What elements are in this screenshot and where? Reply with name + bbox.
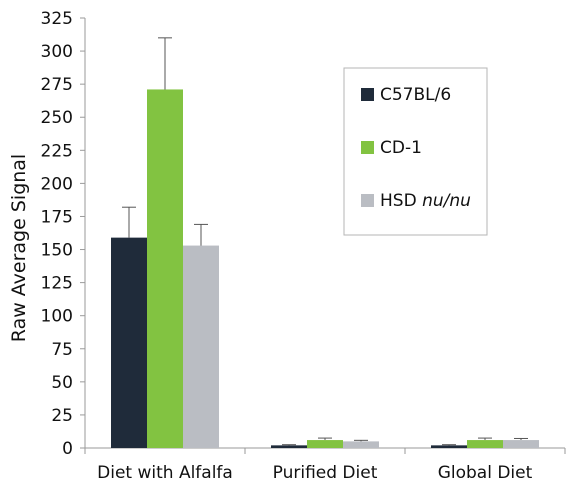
y-tick-label: 100 bbox=[41, 307, 73, 327]
y-tick-label: 150 bbox=[41, 241, 73, 261]
legend-label-text: CD-1 bbox=[380, 138, 422, 158]
legend-label: HSD nu/nu bbox=[380, 191, 471, 211]
legend: C57BL/6 CD-1 HSD nu/nu bbox=[343, 67, 488, 236]
legend-swatch bbox=[361, 194, 374, 207]
y-tick-label: 25 bbox=[51, 406, 73, 426]
y-axis-title: Raw Average Signal bbox=[8, 154, 30, 342]
error-bars bbox=[122, 37, 528, 446]
legend-label-text: C57BL/6 bbox=[380, 85, 451, 105]
legend-label-italic: nu/nu bbox=[422, 191, 471, 211]
bar bbox=[111, 237, 147, 448]
bars bbox=[111, 89, 539, 448]
y-tick-label: 275 bbox=[41, 75, 73, 95]
legend-swatch bbox=[361, 88, 374, 101]
y-tick-label: 125 bbox=[41, 274, 73, 294]
y-tick-label: 250 bbox=[41, 108, 73, 128]
bar bbox=[467, 440, 503, 448]
y-tick-label: 50 bbox=[51, 373, 73, 393]
bar bbox=[147, 89, 183, 448]
y-tick-label: 300 bbox=[41, 42, 73, 62]
legend-label: CD-1 bbox=[380, 138, 422, 158]
y-tick-label: 225 bbox=[41, 141, 73, 161]
bar bbox=[431, 445, 467, 448]
axis-labels: 0 25 50 75 100 125 150 175 200 225 250 275 300 325 Die… bbox=[41, 9, 533, 483]
legend-label: C57BL/6 bbox=[380, 85, 451, 105]
x-tick-label: Global Diet bbox=[438, 463, 533, 483]
bar bbox=[503, 440, 539, 448]
bar bbox=[343, 441, 379, 448]
bar bbox=[307, 440, 343, 448]
bar bbox=[183, 245, 219, 448]
y-tick-label: 200 bbox=[41, 174, 73, 194]
y-tick-label: 175 bbox=[41, 207, 73, 227]
x-tick-label: Purified Diet bbox=[273, 463, 378, 483]
y-tick-label: 325 bbox=[41, 9, 73, 29]
legend-swatch bbox=[361, 141, 374, 154]
bar bbox=[271, 445, 307, 448]
x-tick-label: Diet with Alfalfa bbox=[97, 463, 233, 483]
y-tick-label: 75 bbox=[51, 340, 73, 360]
legend-label-text: HSD bbox=[380, 191, 422, 211]
y-tick-label: 0 bbox=[62, 439, 73, 459]
